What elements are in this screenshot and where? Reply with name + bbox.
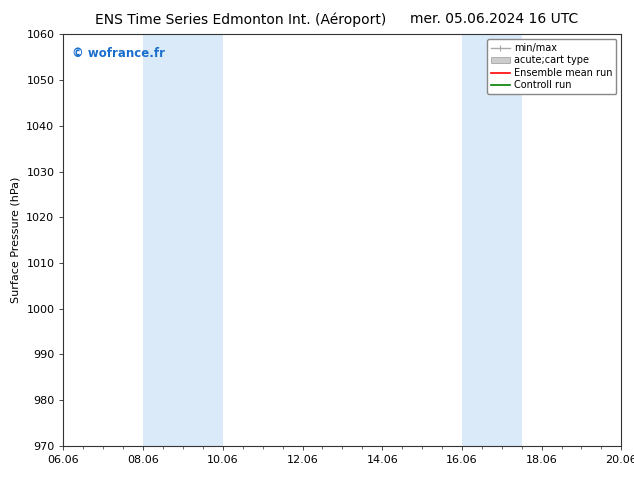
Legend: min/max, acute;cart type, Ensemble mean run, Controll run: min/max, acute;cart type, Ensemble mean … <box>487 39 616 94</box>
Text: mer. 05.06.2024 16 UTC: mer. 05.06.2024 16 UTC <box>410 12 579 26</box>
Text: © wofrance.fr: © wofrance.fr <box>72 47 165 60</box>
Text: ENS Time Series Edmonton Int. (Aéroport): ENS Time Series Edmonton Int. (Aéroport) <box>95 12 387 27</box>
Bar <box>462 34 522 446</box>
Y-axis label: Surface Pressure (hPa): Surface Pressure (hPa) <box>11 177 21 303</box>
Bar <box>143 34 223 446</box>
